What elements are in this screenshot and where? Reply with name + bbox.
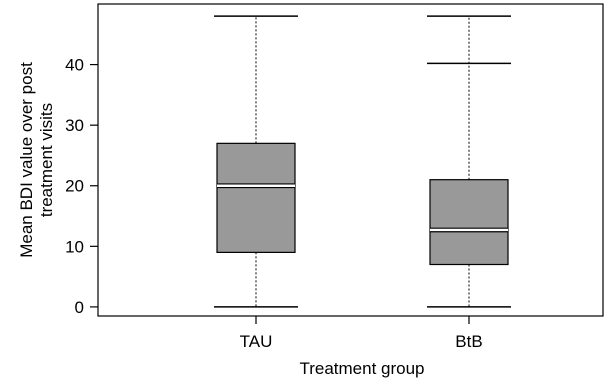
y-tick-label: 20 (65, 177, 84, 196)
box-group-tau (214, 15, 298, 308)
y-axis-title-line: treatment visits (37, 103, 56, 217)
y-tick-label: 10 (65, 237, 84, 256)
y-tick-label: 30 (65, 116, 84, 135)
median-gap (217, 183, 295, 188)
y-axis-title: Mean BDI value over posttreatment visits (17, 62, 56, 258)
x-axis-title: Treatment group (299, 359, 424, 378)
median-gap (430, 228, 508, 232)
y-axis: 0 10 20 30 40 (65, 56, 98, 317)
x-tick-label: BtB (455, 332, 482, 351)
iqr-box (216, 142, 296, 253)
plot-area (97, 3, 604, 317)
y-axis-title-line: Mean BDI value over post (17, 62, 36, 258)
x-tick-label: TAU (240, 332, 273, 351)
y-tick-label: 0 (75, 298, 84, 317)
box-group-btb (427, 15, 511, 308)
x-axis: TAU BtB (240, 316, 483, 351)
y-tick-label: 40 (65, 56, 84, 75)
iqr-box (429, 179, 509, 266)
plot-frame (97, 3, 604, 317)
